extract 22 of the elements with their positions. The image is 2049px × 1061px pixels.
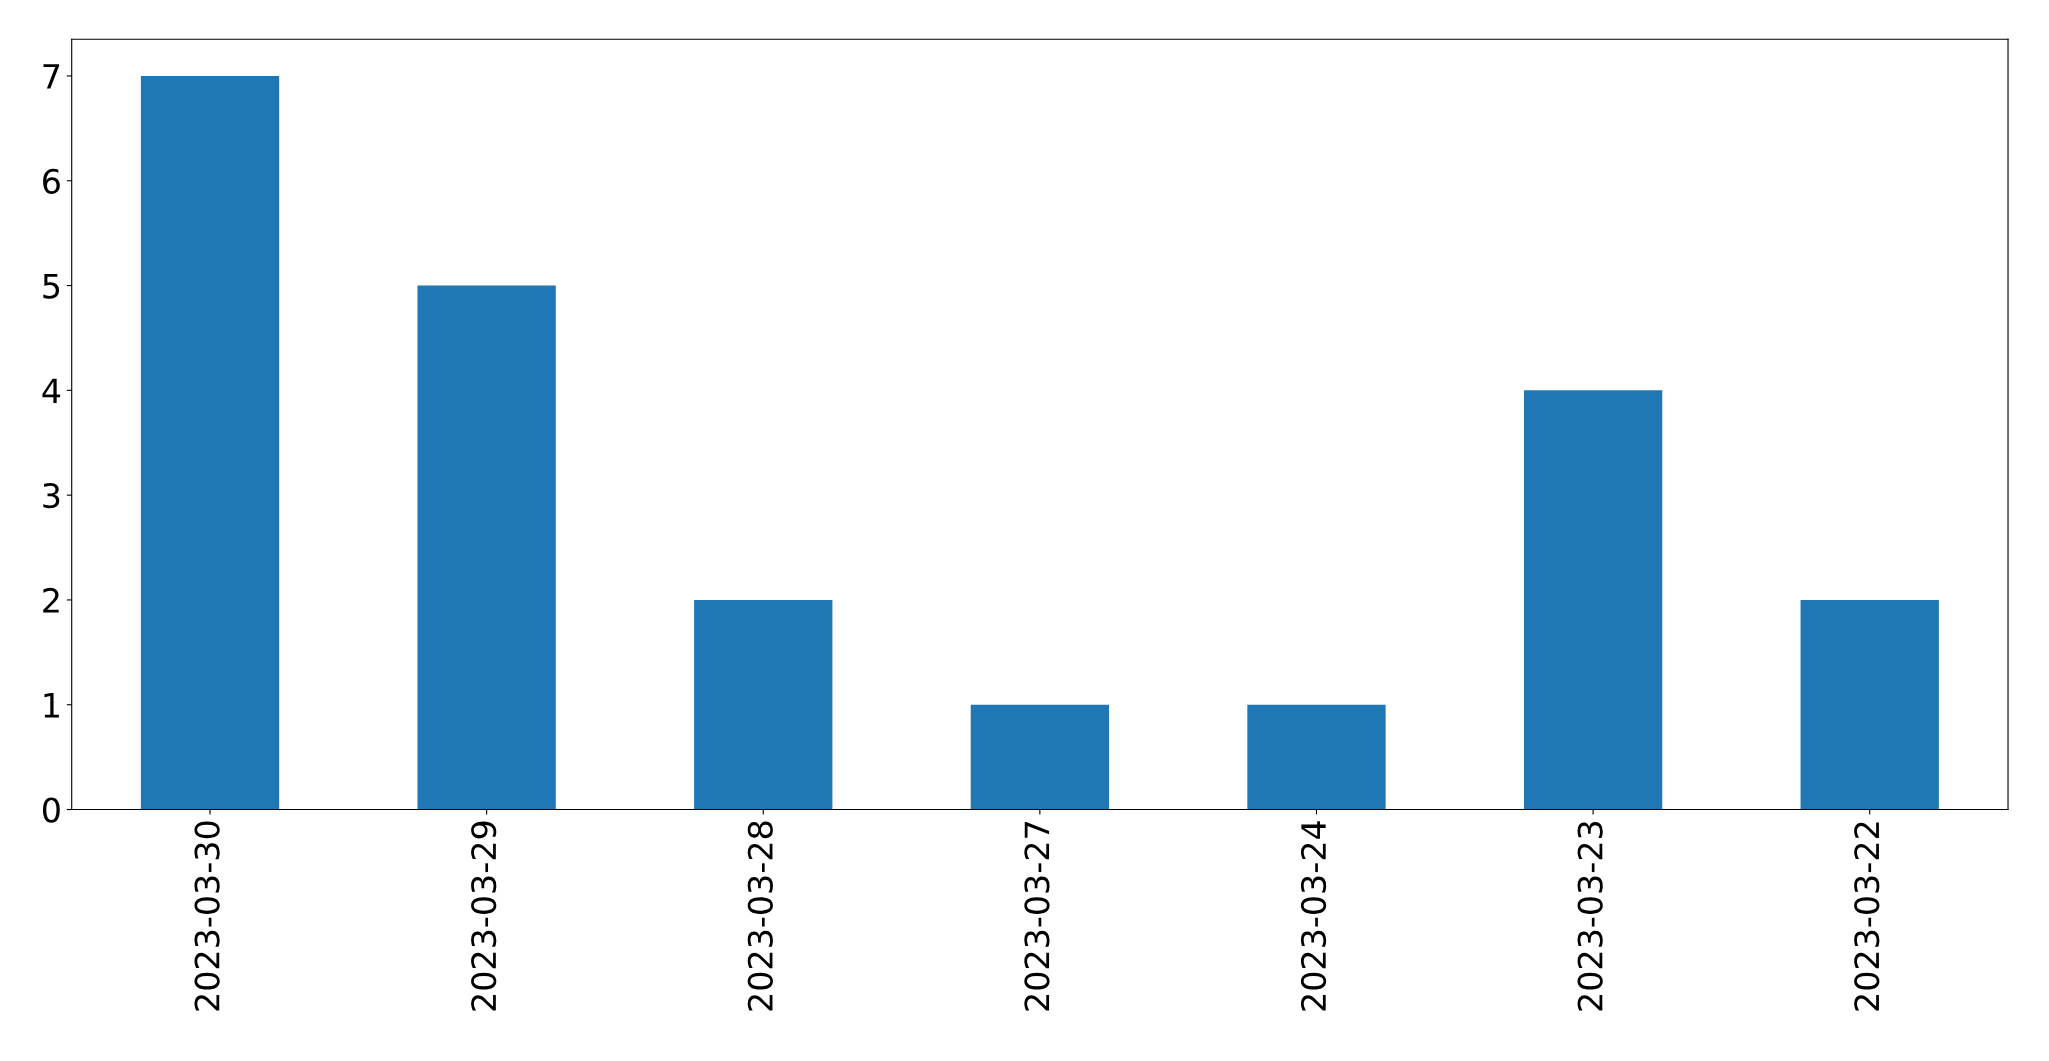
- y-tick-label: 6: [43, 168, 60, 194]
- y-tick-label: 4: [42, 378, 61, 403]
- x-tick-label: 2023-03-23: [1577, 821, 1603, 1011]
- bar: [1247, 704, 1386, 810]
- y-tick-label: 3: [43, 483, 60, 509]
- bar: [140, 75, 280, 810]
- bar: [417, 285, 556, 810]
- y-tick-label: 0: [42, 797, 60, 823]
- x-tick-label: 2023-03-29: [471, 821, 497, 1011]
- bar: [1800, 599, 1939, 810]
- x-tick-label: 2023-03-28: [747, 821, 773, 1011]
- x-tick-label: 2023-03-27: [1024, 822, 1050, 1011]
- y-tick-label: 7: [43, 64, 60, 89]
- x-tick-label: 2023-03-30: [194, 821, 220, 1011]
- bar: [1523, 390, 1663, 810]
- y-tick-label: 2: [43, 587, 59, 613]
- bar: [970, 704, 1110, 810]
- x-tick-label: 2023-03-24: [1300, 821, 1327, 1011]
- y-tick-label: 1: [44, 693, 59, 718]
- y-tick-label: 5: [43, 273, 60, 299]
- bar: [694, 599, 833, 810]
- x-tick-label: 2023-03-22: [1854, 822, 1880, 1011]
